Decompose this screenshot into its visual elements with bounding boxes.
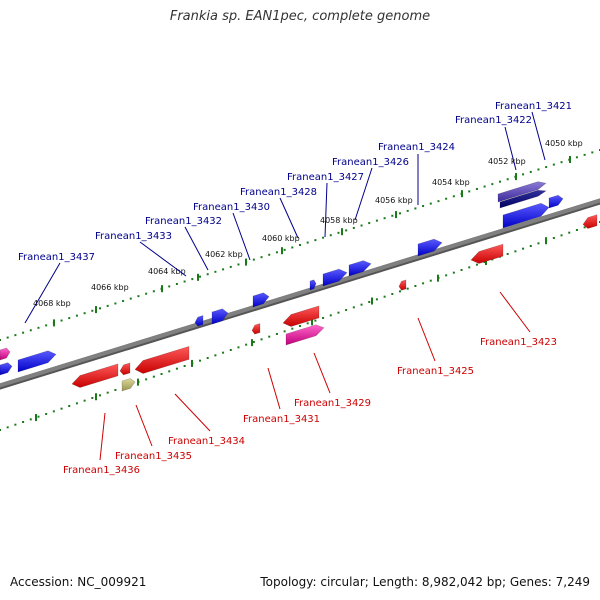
pseudo-gene bbox=[121, 378, 136, 392]
forward-gene bbox=[322, 268, 348, 287]
reverse-gene-label: Franean1_3435 bbox=[115, 451, 192, 462]
kbp-tick-label: 4060 kbp bbox=[262, 234, 300, 243]
map-title: Frankia sp. EAN1pec, complete genome bbox=[169, 9, 431, 24]
forward-gene-label: Franean1_3437 bbox=[18, 252, 95, 263]
kbp-tick-label: 4052 kbp bbox=[488, 157, 526, 166]
forward-gene-label: Franean1_3433 bbox=[95, 231, 172, 242]
forward-gene bbox=[499, 189, 547, 209]
forward-gene-label: Franean1_3432 bbox=[145, 216, 222, 227]
leader-line bbox=[504, 126, 517, 171]
leader-line bbox=[174, 393, 211, 432]
kbp-tick-label: 4064 kbp bbox=[148, 267, 186, 276]
forward-gene-label: Franean1_3421 bbox=[495, 101, 572, 112]
leader-line bbox=[531, 111, 546, 161]
reverse-gene bbox=[134, 345, 190, 374]
forward-gene-label: Franean1_3427 bbox=[287, 172, 364, 183]
reverse-gene bbox=[71, 363, 119, 388]
kbp-tick-label: 4054 kbp bbox=[432, 178, 470, 187]
reverse-gene-label: Franean1_3423 bbox=[480, 337, 557, 348]
reverse-gene-label: Franean1_3425 bbox=[397, 366, 474, 377]
reverse-gene bbox=[398, 279, 407, 291]
kbp-tick-label: 4066 kbp bbox=[91, 283, 129, 292]
kbp-tick-label: 4068 kbp bbox=[33, 299, 71, 308]
reverse-gene bbox=[282, 305, 320, 327]
forward-gene bbox=[548, 194, 564, 209]
reverse-gene bbox=[251, 323, 261, 335]
leader-line bbox=[184, 226, 209, 271]
forward-gene-label: Franean1_3430 bbox=[193, 202, 270, 213]
upper-tick-track bbox=[0, 149, 600, 341]
leader-line bbox=[135, 404, 153, 447]
reverse-gene-label: Franean1_3434 bbox=[168, 436, 245, 447]
forward-gene bbox=[417, 238, 443, 257]
kbp-tick-label: 4050 kbp bbox=[545, 139, 583, 148]
reverse-gene bbox=[582, 214, 598, 229]
forward-gene bbox=[348, 260, 372, 277]
leader-line bbox=[139, 241, 187, 277]
kbp-tick-label: 4058 kbp bbox=[320, 216, 358, 225]
reverse-gene-label: Franean1_3431 bbox=[243, 414, 320, 425]
leader-line bbox=[354, 167, 373, 221]
forward-gene bbox=[194, 315, 204, 327]
forward-gene bbox=[497, 181, 547, 203]
forward-gene bbox=[309, 279, 317, 291]
leader-line bbox=[99, 412, 106, 461]
leader-line bbox=[279, 197, 299, 239]
rna-gene bbox=[285, 324, 325, 346]
lower-tick-track bbox=[0, 221, 600, 431]
leader-line bbox=[24, 262, 61, 324]
reverse-gene bbox=[119, 362, 131, 376]
leader-line bbox=[499, 291, 531, 333]
genome-backbone bbox=[0, 198, 600, 388]
leader-line bbox=[313, 352, 331, 394]
forward-gene bbox=[0, 362, 13, 376]
leader-line bbox=[267, 367, 281, 410]
kbp-tick-label: 4056 kbp bbox=[375, 196, 413, 205]
genome-summary-text: Topology: circular; Length: 8,982,042 bp… bbox=[260, 575, 590, 589]
forward-gene bbox=[17, 350, 57, 373]
reverse-gene bbox=[470, 243, 504, 264]
forward-gene bbox=[211, 308, 229, 325]
kbp-tick-label: 4062 kbp bbox=[205, 250, 243, 259]
forward-gene-label: Franean1_3424 bbox=[378, 142, 455, 153]
forward-gene bbox=[502, 202, 550, 229]
rna-gene bbox=[0, 347, 11, 361]
leader-line bbox=[417, 317, 436, 362]
reverse-gene-label: Franean1_3429 bbox=[294, 398, 371, 409]
forward-gene-label: Franean1_3426 bbox=[332, 157, 409, 168]
accession-text: Accession: NC_009921 bbox=[10, 575, 147, 589]
forward-gene bbox=[252, 292, 270, 308]
leader-line bbox=[324, 182, 328, 238]
leader-line bbox=[232, 212, 251, 261]
forward-gene-label: Franean1_3422 bbox=[455, 115, 532, 126]
reverse-gene-label: Franean1_3436 bbox=[63, 465, 140, 476]
forward-gene-label: Franean1_3428 bbox=[240, 187, 317, 198]
